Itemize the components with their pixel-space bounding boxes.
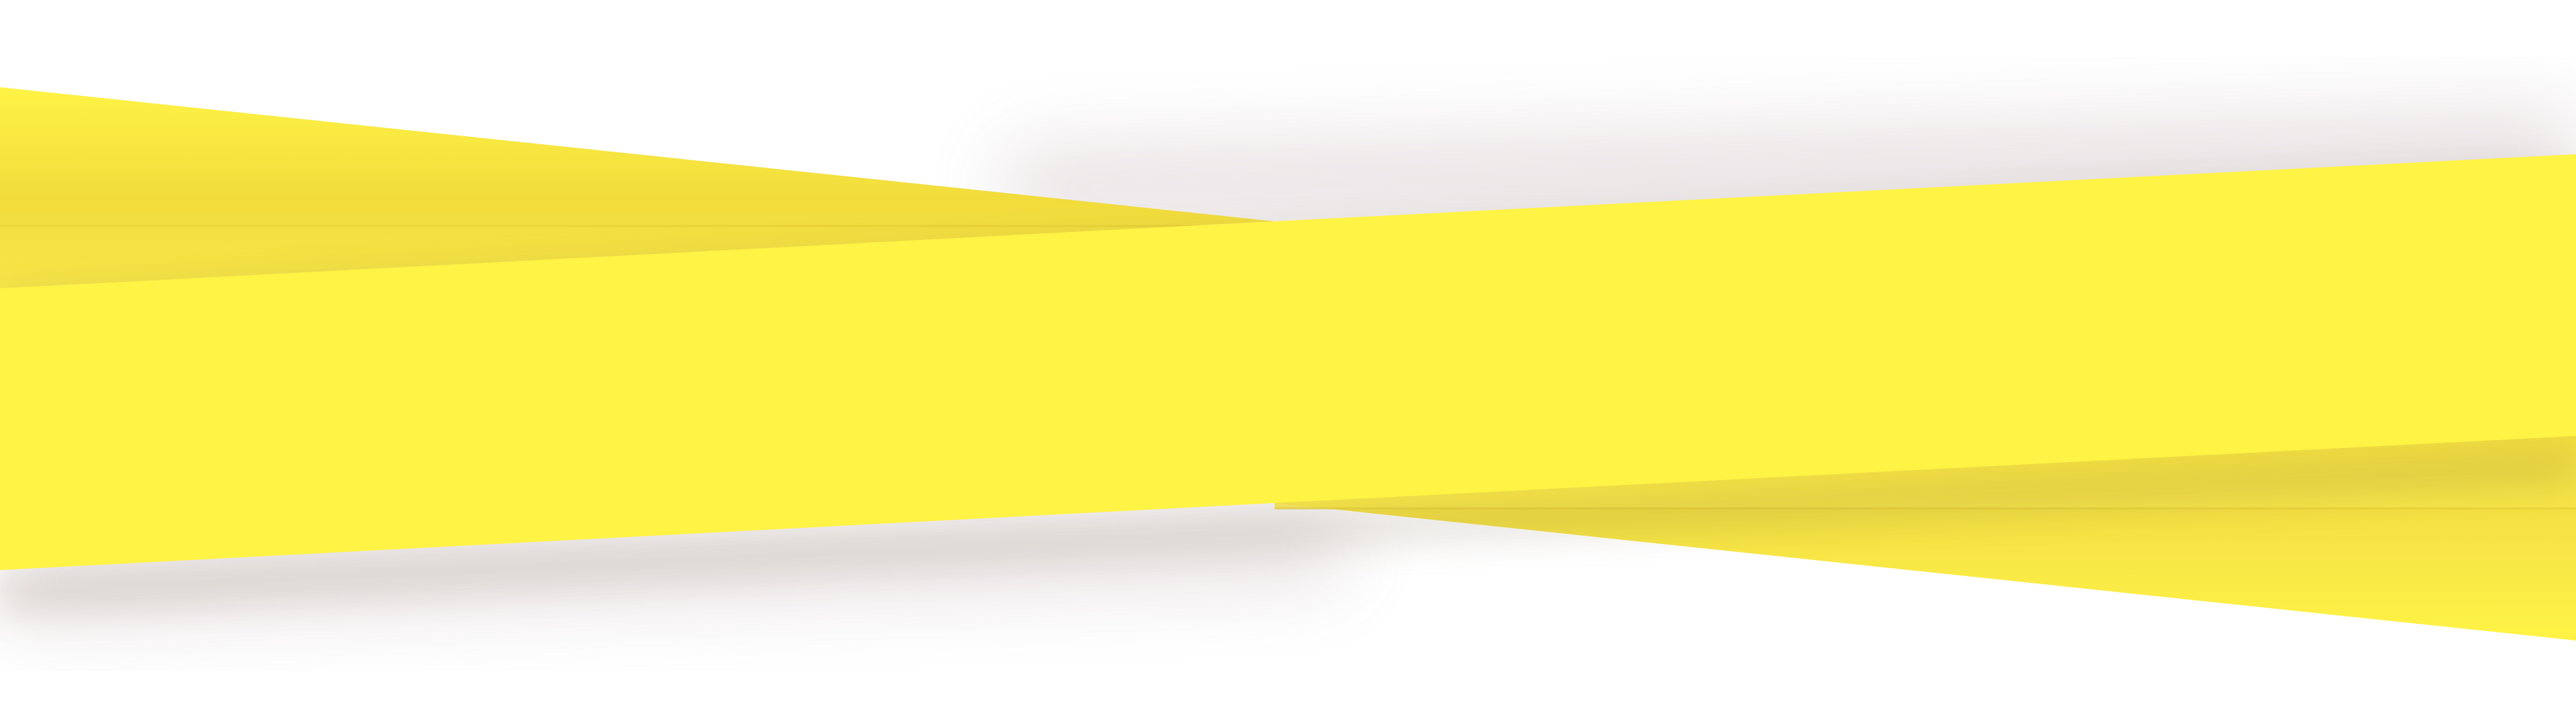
- front-ribbon: [0, 154, 2576, 570]
